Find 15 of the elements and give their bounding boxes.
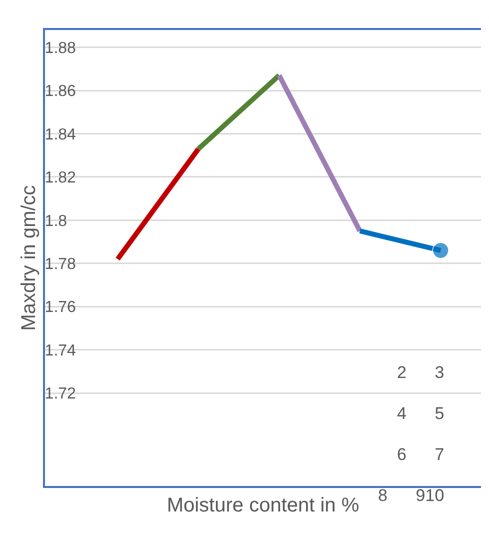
y-tick-label: 1.78 (44, 256, 76, 273)
y-tick-label: 1.74 (44, 342, 76, 360)
y-tick-label: 1.86 (44, 83, 76, 100)
y-tick-label: 1.8 (44, 212, 68, 230)
annotation: 8 910 (378, 486, 444, 505)
y-tick-label: 1.88 (44, 40, 76, 57)
y-tick-label: 1.82 (44, 170, 76, 187)
annotation: 4 5 (397, 404, 444, 423)
y-axis-title: Maxdry in gm/cc (18, 185, 40, 331)
y-tick-label: 1.76 (44, 299, 76, 316)
annotation: 6 7 (397, 445, 444, 464)
y-tick-label: 1.72 (44, 386, 76, 403)
x-axis-title: Moisture content in % (166, 494, 360, 516)
annotation: 2 3 (397, 363, 444, 382)
y-tick-label: 1.84 (44, 126, 76, 144)
